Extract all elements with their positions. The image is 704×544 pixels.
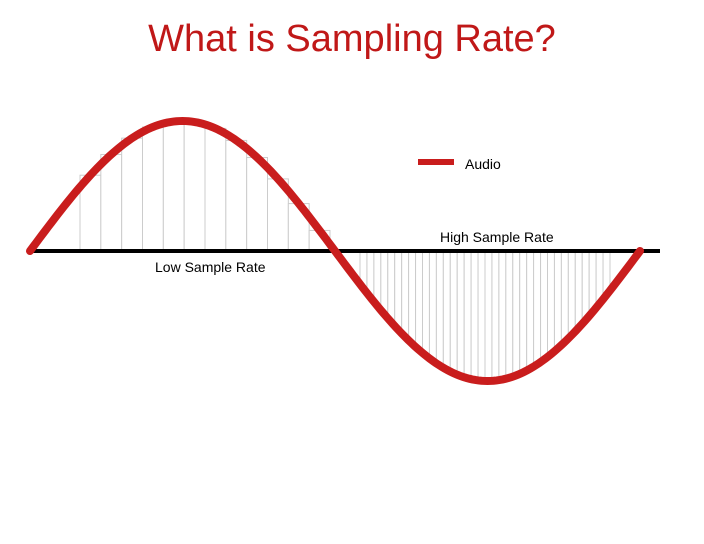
page-title: What is Sampling Rate? xyxy=(0,0,704,61)
legend-swatch xyxy=(418,159,454,165)
diagram-svg xyxy=(0,61,704,521)
high-sample-rate-label: High Sample Rate xyxy=(440,229,554,245)
legend-label: Audio xyxy=(465,156,501,172)
low-sample-rate-label: Low Sample Rate xyxy=(155,259,266,275)
sampling-rate-diagram: Low Sample Rate High Sample Rate Audio xyxy=(0,61,704,521)
